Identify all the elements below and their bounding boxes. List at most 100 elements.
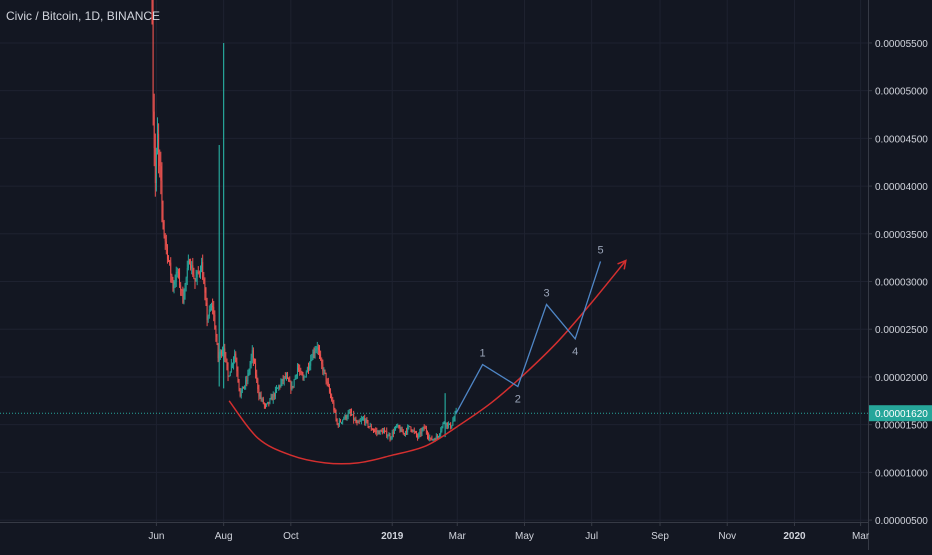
candle-body [343, 418, 345, 420]
candle-body [438, 436, 439, 438]
candle-body [417, 435, 419, 438]
candle-body [428, 435, 430, 439]
candle-body [349, 412, 351, 414]
candle-body [407, 426, 409, 433]
candle-body [376, 430, 378, 433]
time-tick-label: May [515, 531, 534, 542]
candle-body [432, 439, 434, 441]
candle-body [369, 426, 371, 428]
candle-body [418, 433, 420, 438]
time-tick-label: Oct [283, 531, 299, 542]
candle-body [194, 278, 196, 282]
candle-body [336, 418, 338, 425]
candle-body [374, 430, 376, 432]
candle-body [294, 375, 296, 380]
current-price-tag [869, 405, 932, 422]
candle-body [397, 425, 399, 427]
candle-body [358, 421, 360, 423]
candle-body [190, 263, 192, 269]
candle-body [207, 316, 209, 320]
candle-body [379, 430, 381, 435]
candle-body [200, 271, 201, 273]
candle-body [266, 403, 268, 406]
candle-body [209, 309, 211, 311]
candle-body [204, 283, 206, 293]
candle-body [226, 358, 228, 367]
time-tick-label: Jul [585, 531, 598, 542]
candle-body [235, 353, 237, 363]
candle-body [234, 353, 236, 359]
candle-body [451, 425, 453, 429]
candle-body [315, 348, 317, 352]
time-tick-label: Sep [651, 531, 669, 542]
candle-body [158, 134, 160, 153]
candle-body [326, 381, 328, 383]
candle-body [424, 427, 426, 429]
candle-body [180, 285, 182, 290]
candle-body [362, 418, 363, 420]
candle-body [346, 417, 348, 419]
time-tick-label: Aug [215, 531, 233, 542]
candle-body [389, 435, 391, 439]
candle-body [162, 203, 164, 222]
candle-body [308, 367, 309, 370]
candle-body [284, 376, 286, 378]
candle-body [181, 289, 183, 291]
candle-body [393, 429, 395, 434]
candle-body [220, 351, 222, 355]
candle-body [256, 374, 258, 379]
candle-body [259, 395, 261, 397]
candle-body [239, 388, 241, 397]
candle-body [177, 271, 179, 273]
candle-body [328, 386, 330, 392]
candle-body [176, 271, 178, 273]
candle-body [201, 262, 203, 272]
candle-body [267, 401, 269, 404]
candle-body [225, 357, 227, 359]
candle-body [387, 436, 389, 438]
candle-body [433, 439, 435, 441]
price-tick-label: 0.00001500 [875, 421, 928, 432]
candle-body [272, 394, 274, 401]
candle-body [291, 386, 293, 390]
candle-body [196, 271, 198, 278]
candle-body [287, 376, 288, 379]
wave-projection [455, 261, 602, 414]
candle-body [443, 422, 445, 424]
candle-body [332, 400, 334, 403]
candle-body [236, 362, 238, 372]
candle-body [416, 432, 417, 436]
candle-body [277, 387, 279, 389]
candle-body [273, 394, 275, 397]
candle-body [268, 401, 270, 404]
candle-body [441, 426, 443, 431]
candle-body [166, 246, 168, 259]
candle-body [171, 275, 173, 280]
candle-body [333, 402, 335, 411]
candle-body [391, 432, 393, 438]
candle-body [240, 390, 242, 397]
candle-body [341, 421, 342, 423]
candle-body [314, 351, 316, 354]
candle-body [263, 403, 265, 405]
candle-body [331, 395, 333, 401]
candle-body [352, 414, 354, 416]
candle-body [197, 271, 199, 273]
candle-body [375, 430, 377, 432]
candle-body [224, 348, 226, 358]
candle-body [427, 432, 428, 436]
candle-body [370, 426, 372, 430]
candle-body [337, 424, 339, 426]
candle-body [422, 427, 424, 430]
candle-body [222, 350, 223, 355]
candle-body [245, 380, 247, 386]
candle-body [172, 279, 174, 289]
candle-body [371, 429, 373, 431]
candle-body [191, 265, 193, 269]
trend-curve-arrowhead [617, 259, 627, 270]
candle-body [454, 413, 456, 419]
candle-body [366, 419, 368, 422]
candle-body [377, 431, 379, 433]
